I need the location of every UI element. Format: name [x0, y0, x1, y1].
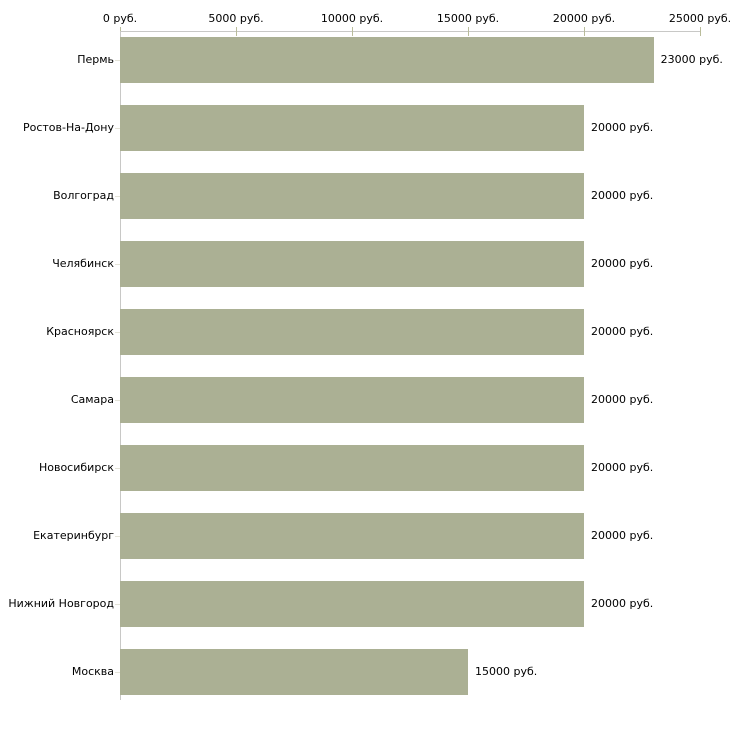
bar-row: Москва 15000 руб.	[0, 649, 730, 695]
category-label: Самара	[70, 393, 114, 406]
bar	[120, 309, 584, 355]
x-axis-tick-label: 15000 руб.	[436, 12, 500, 25]
x-axis-tick-mark	[584, 27, 585, 36]
category-label: Ростов-На-Дону	[22, 121, 114, 134]
category-tick-mark	[115, 332, 120, 333]
category-tick-mark	[115, 400, 120, 401]
category-tick-mark	[115, 672, 120, 673]
x-axis-tick-mark	[236, 27, 237, 36]
bar-row: Волгоград 20000 руб.	[0, 173, 730, 219]
bar-row: Новосибирск 20000 руб.	[0, 445, 730, 491]
category-tick-mark	[115, 196, 120, 197]
category-tick-mark	[115, 468, 120, 469]
bar	[120, 513, 584, 559]
x-axis-tick-mark	[352, 27, 353, 36]
value-label: 20000 руб.	[591, 529, 654, 542]
bar	[120, 173, 584, 219]
bar-row: Ростов-На-Дону 20000 руб.	[0, 105, 730, 151]
bar	[120, 445, 584, 491]
category-tick-mark	[115, 128, 120, 129]
x-axis-tick-label: 25000 руб.	[668, 12, 730, 25]
category-label: Челябинск	[52, 257, 114, 270]
value-label: 20000 руб.	[591, 393, 654, 406]
category-tick-mark	[115, 264, 120, 265]
y-axis-line	[120, 31, 121, 700]
bar	[120, 377, 584, 423]
x-axis-tick-mark	[468, 27, 469, 36]
bar-row: Челябинск 20000 руб.	[0, 241, 730, 287]
bar	[120, 241, 584, 287]
category-label: Новосибирск	[38, 461, 114, 474]
category-label: Екатеринбург	[33, 529, 114, 542]
category-tick-mark	[115, 536, 120, 537]
category-label: Красноярск	[46, 325, 114, 338]
bar-row: Пермь 23000 руб.	[0, 37, 730, 83]
bar	[120, 105, 584, 151]
value-label: 23000 руб.	[660, 53, 723, 66]
bar	[120, 581, 584, 627]
value-label: 20000 руб.	[591, 189, 654, 202]
bar-row: Самара 20000 руб.	[0, 377, 730, 423]
x-axis-tick-label: 5000 руб.	[208, 12, 264, 25]
value-label: 20000 руб.	[591, 461, 654, 474]
category-tick-mark	[115, 604, 120, 605]
x-axis-tick-label: 20000 руб.	[552, 12, 616, 25]
value-label: 20000 руб.	[591, 257, 654, 270]
value-label: 20000 руб.	[591, 121, 654, 134]
bar	[120, 37, 654, 83]
value-label: 20000 руб.	[591, 597, 654, 610]
x-axis-line	[120, 31, 701, 32]
category-tick-mark	[115, 60, 120, 61]
bar-row: Нижний Новгород 20000 руб.	[0, 581, 730, 627]
value-label: 20000 руб.	[591, 325, 654, 338]
value-label: 15000 руб.	[475, 665, 538, 678]
bar-row: Красноярск 20000 руб.	[0, 309, 730, 355]
category-label: Москва	[71, 665, 114, 678]
x-axis-tick-label: 10000 руб.	[320, 12, 384, 25]
category-label: Нижний Новгород	[8, 597, 114, 610]
category-label: Волгоград	[53, 189, 114, 202]
bar	[120, 649, 468, 695]
category-label: Пермь	[77, 53, 114, 66]
x-axis-tick-mark	[700, 27, 701, 36]
bar-row: Екатеринбург 20000 руб.	[0, 513, 730, 559]
x-axis-tick-label: 0 руб.	[102, 12, 138, 25]
